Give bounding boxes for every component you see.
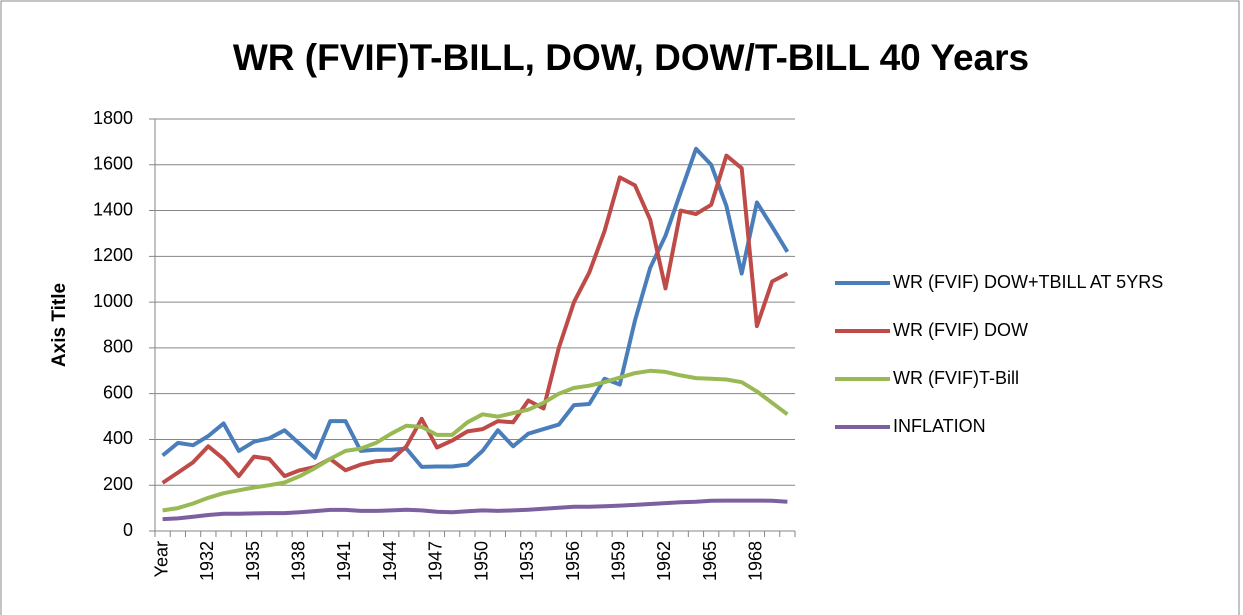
y-tick-label: 200 <box>103 474 133 494</box>
series-line <box>161 146 790 469</box>
series-line <box>162 498 788 522</box>
y-tick-label: 1200 <box>93 245 133 265</box>
x-tick-label: 1959 <box>609 541 629 581</box>
legend-label: WR (FVIF) DOW+TBILL AT 5YRS <box>893 272 1163 292</box>
y-tick-label: 600 <box>103 382 133 402</box>
y-tick-label: 0 <box>123 520 133 540</box>
x-tick-label: 1953 <box>517 541 537 581</box>
series-line <box>162 368 789 513</box>
x-tick-label: 1944 <box>380 541 400 581</box>
y-tick-label: 1000 <box>93 291 133 311</box>
x-tick-label: 1932 <box>197 541 217 581</box>
x-tick-label: 1947 <box>426 541 446 581</box>
x-tick-label: 1941 <box>334 541 354 581</box>
legend-label: WR (FVIF)T-Bill <box>893 368 1019 388</box>
x-tick-label: 1968 <box>746 541 766 581</box>
chart-title: WR (FVIF)T-BILL, DOW, DOW/T-BILL 40 Year… <box>233 37 1029 78</box>
y-tick-label: 1600 <box>93 154 133 174</box>
series-line <box>161 153 789 485</box>
x-tick-label: 1965 <box>700 541 720 581</box>
y-axis-title: Axis Title <box>49 283 70 367</box>
y-tick-label: 400 <box>103 428 133 448</box>
x-tick-label: Year <box>151 541 171 577</box>
x-tick-label: 1950 <box>471 541 491 581</box>
y-tick-label: 1400 <box>93 199 133 219</box>
x-tick-label: 1938 <box>289 541 309 581</box>
y-tick-label: 1800 <box>93 108 133 128</box>
x-tick-label: 1962 <box>654 541 674 581</box>
x-tick-label: 1956 <box>563 541 583 581</box>
y-tick-label: 800 <box>103 337 133 357</box>
legend-label: WR (FVIF) DOW <box>893 320 1028 340</box>
x-tick-label: 1935 <box>243 541 263 581</box>
legend-label: INFLATION <box>893 416 986 436</box>
